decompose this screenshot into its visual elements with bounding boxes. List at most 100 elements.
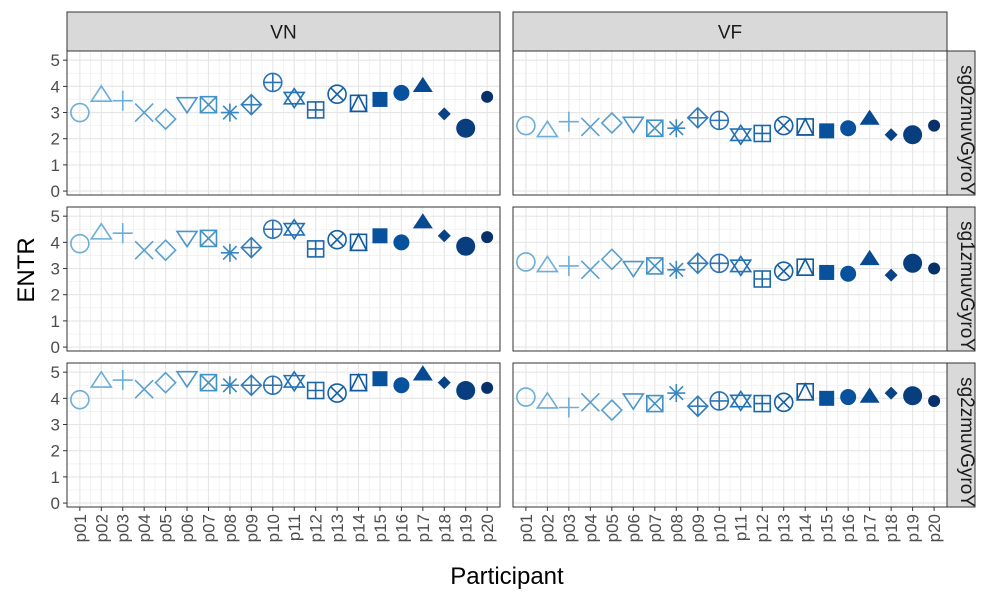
- x-tick-label-p15: p15: [371, 514, 390, 542]
- y-tick-label: 1: [51, 156, 60, 175]
- point-vf-sg1zmuvgyroy-p18: [884, 268, 898, 282]
- x-axis-title: Participant: [450, 563, 564, 590]
- point-vf-sg2zmuvgyroy-p18: [884, 386, 898, 400]
- point-vn-sg2zmuvgyroy-p07: [199, 373, 218, 392]
- row-label-sg2zmuvgyroy: sg2zmuvGyroY: [956, 377, 977, 507]
- y-tick-label: 4: [51, 233, 60, 252]
- panel-vf-sg2zmuvgyroy: [512, 362, 948, 508]
- x-tick-label-p10: p10: [710, 514, 729, 542]
- point-vf-sg2zmuvgyroy-p06: [621, 393, 645, 411]
- point-vf-sg0zmuvgyroy-p13: [773, 115, 794, 136]
- point-vn-sg1zmuvgyroy-p09: [240, 236, 263, 259]
- point-vf-sg0zmuvgyroy-p04: [580, 117, 600, 137]
- point-vn-sg0zmuvgyroy-p04: [134, 102, 154, 123]
- point-vn-sg2zmuvgyroy-p15: [372, 371, 388, 387]
- point-vf-sg0zmuvgyroy-p03: [558, 111, 579, 132]
- point-vf-sg1zmuvgyroy-p20: [928, 262, 941, 275]
- panel-border: [512, 362, 948, 508]
- x-tick-label-p02: p02: [538, 514, 557, 542]
- x-tick-label-p14: p14: [350, 514, 369, 542]
- x-tick-label-p04: p04: [135, 514, 154, 542]
- point-vf-sg2zmuvgyroy-p03: [558, 397, 579, 418]
- point-vf-sg0zmuvgyroy-p14: [795, 117, 815, 136]
- point-vn-sg0zmuvgyroy-p08: [220, 103, 239, 122]
- point-vf-sg1zmuvgyroy-p08: [667, 260, 686, 279]
- point-vn-sg0zmuvgyroy-p07: [199, 95, 218, 114]
- x-tick-label-p14: p14: [796, 514, 815, 542]
- point-vf-sg2zmuvgyroy-p10: [709, 391, 730, 411]
- point-vf-sg2zmuvgyroy-p07: [646, 394, 664, 413]
- point-vn-sg2zmuvgyroy-p05: [154, 371, 177, 394]
- point-vn-sg1zmuvgyroy-p08: [220, 243, 239, 262]
- point-vn-sg1zmuvgyroy-p13: [327, 229, 347, 250]
- point-vf-sg2zmuvgyroy-p08: [667, 384, 686, 403]
- point-vn-sg0zmuvgyroy-p11: [282, 87, 306, 110]
- point-vf-sg0zmuvgyroy-p17: [859, 109, 880, 125]
- x-tick-label-p12: p12: [753, 514, 772, 542]
- facet-label-vn: VN: [270, 23, 296, 44]
- point-vf-sg2zmuvgyroy-p01: [516, 387, 536, 407]
- x-tick-label-p17: p17: [414, 514, 433, 542]
- panel-border: [512, 206, 948, 352]
- point-vn-sg0zmuvgyroy-p01: [70, 102, 90, 123]
- row-label-sg0zmuvgyroy: sg0zmuvGyroY: [956, 65, 977, 195]
- panel-border: [66, 50, 501, 196]
- point-vn-sg2zmuvgyroy-p04: [134, 379, 154, 399]
- point-vf-sg0zmuvgyroy-p19: [903, 125, 923, 145]
- point-vn-sg1zmuvgyroy-p16: [393, 234, 410, 251]
- x-tick-label-p02: p02: [92, 514, 111, 542]
- x-tick-label-p15: p15: [818, 514, 837, 542]
- x-tick-label-p09: p09: [242, 514, 261, 542]
- point-vn-sg1zmuvgyroy-p18: [437, 229, 451, 243]
- point-vf-sg2zmuvgyroy-p19: [903, 386, 923, 406]
- panel-vn-sg1zmuvgyroy: [66, 206, 501, 352]
- panel-border: [66, 362, 501, 508]
- point-vf-sg1zmuvgyroy-p13: [773, 261, 794, 281]
- point-vf-sg0zmuvgyroy-p11: [729, 123, 753, 146]
- point-vn-sg2zmuvgyroy-p12: [306, 381, 325, 400]
- point-vf-sg2zmuvgyroy-p20: [928, 394, 941, 407]
- point-vf-sg1zmuvgyroy-p17: [859, 249, 880, 266]
- row-label-sg1zmuvgyroy: sg1zmuvGyroY: [956, 221, 977, 351]
- facet-strip-vf: [512, 11, 948, 52]
- point-vn-sg2zmuvgyroy-p02: [89, 370, 113, 388]
- point-vn-sg1zmuvgyroy-p12: [306, 240, 325, 258]
- point-vf-sg2zmuvgyroy-p17: [859, 387, 880, 403]
- y-tick-label: 4: [51, 389, 60, 408]
- point-vn-sg2zmuvgyroy-p16: [393, 377, 410, 394]
- point-vn-sg1zmuvgyroy-p03: [112, 223, 133, 244]
- x-tick-label-p13: p13: [775, 514, 794, 542]
- point-vf-sg2zmuvgyroy-p09: [686, 395, 709, 418]
- point-vn-sg2zmuvgyroy-p06: [175, 370, 199, 389]
- point-vf-sg1zmuvgyroy-p12: [753, 270, 772, 288]
- point-vf-sg1zmuvgyroy-p09: [686, 252, 709, 275]
- y-tick-label: 0: [51, 494, 60, 513]
- x-tick-label-p19: p19: [904, 514, 923, 542]
- point-vn-sg2zmuvgyroy-p20: [481, 381, 494, 394]
- point-vf-sg0zmuvgyroy-p15: [819, 123, 835, 139]
- y-tick-label: 5: [51, 51, 60, 70]
- x-tick-label-p19: p19: [457, 514, 476, 542]
- point-vf-sg0zmuvgyroy-p09: [686, 106, 709, 129]
- point-vn-sg2zmuvgyroy-p18: [437, 376, 451, 390]
- point-vf-sg2zmuvgyroy-p14: [795, 382, 815, 401]
- point-vf-sg2zmuvgyroy-p05: [600, 398, 623, 422]
- x-tick-label-p06: p06: [178, 514, 197, 542]
- x-tick-label-p20: p20: [478, 514, 497, 542]
- x-tick-label-p10: p10: [264, 514, 283, 542]
- x-tick-label-p08: p08: [667, 514, 686, 542]
- y-tick-label: 0: [51, 338, 60, 357]
- point-vn-sg2zmuvgyroy-p17: [412, 365, 433, 381]
- point-vn-sg2zmuvgyroy-p19: [456, 380, 476, 400]
- y-tick-label: 3: [51, 260, 60, 279]
- point-vn-sg0zmuvgyroy-p17: [412, 76, 433, 93]
- panel-vf-sg0zmuvgyroy: [512, 50, 948, 196]
- panel-vf-sg1zmuvgyroy: [512, 206, 948, 352]
- point-vn-sg0zmuvgyroy-p20: [481, 90, 494, 103]
- point-vn-sg1zmuvgyroy-p01: [70, 233, 90, 254]
- point-vf-sg1zmuvgyroy-p03: [558, 255, 579, 276]
- point-vf-sg0zmuvgyroy-p05: [600, 111, 623, 135]
- point-vf-sg0zmuvgyroy-p08: [667, 119, 686, 138]
- point-vn-sg0zmuvgyroy-p15: [372, 91, 388, 107]
